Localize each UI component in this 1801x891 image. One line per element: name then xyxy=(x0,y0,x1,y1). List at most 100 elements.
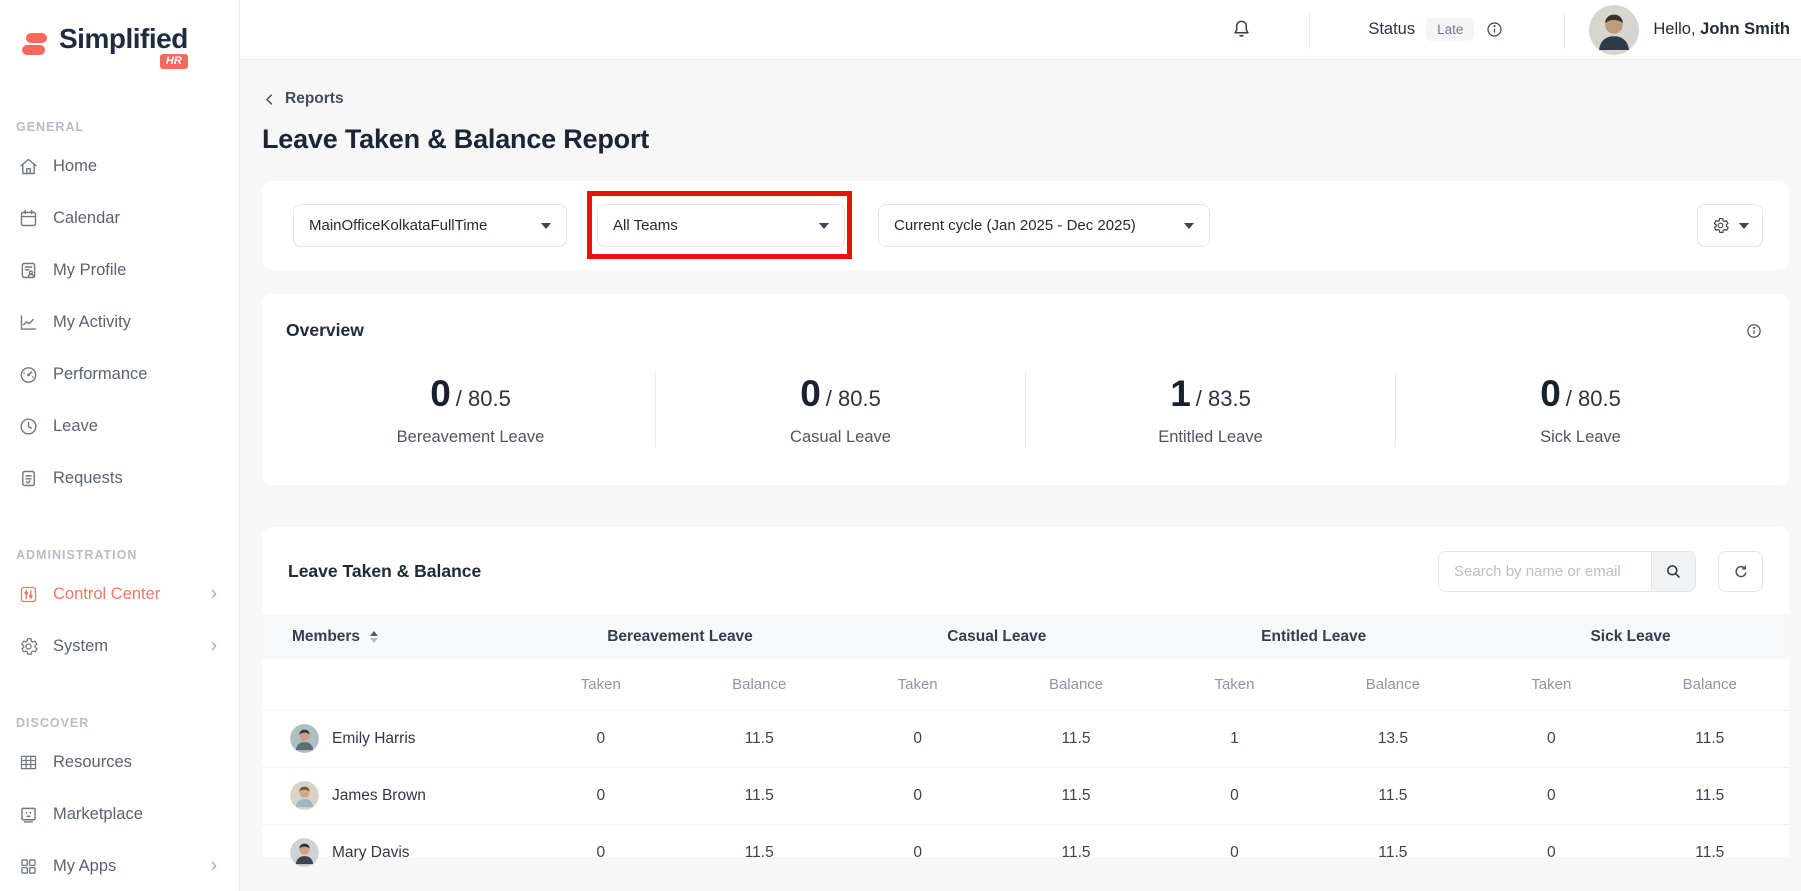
status-group: Status Late xyxy=(1368,18,1504,41)
leave-value-cell: 11.5 xyxy=(1378,843,1408,861)
status-info-icon[interactable] xyxy=(1485,20,1504,39)
sidebar-item-label: Performance xyxy=(53,364,148,383)
caret-down-icon xyxy=(541,222,551,229)
stat-taken: 0 xyxy=(430,373,451,414)
sidebar-item-marketplace[interactable]: Marketplace xyxy=(0,788,239,840)
search-input[interactable] xyxy=(1439,552,1651,591)
refresh-button[interactable] xyxy=(1718,551,1763,592)
clock-icon xyxy=(20,417,37,435)
sidebar-item-label: Calendar xyxy=(53,208,120,227)
breadcrumb-label[interactable]: Reports xyxy=(285,90,344,107)
search-button[interactable] xyxy=(1651,552,1695,591)
sidebar-section-label: GENERAL xyxy=(16,120,85,134)
member-avatar xyxy=(290,838,319,868)
brand-name: Simplified xyxy=(59,23,188,54)
department-filter-dropdown[interactable]: MainOfficeKolkataFullTime xyxy=(293,204,567,247)
sidebar-item-performance[interactable]: Performance xyxy=(0,348,239,400)
sidebar-section-label: ADMINISTRATION xyxy=(16,548,138,562)
team-filter-value: All Teams xyxy=(613,217,678,234)
filters-bar: MainOfficeKolkataFullTime All Teams Curr… xyxy=(262,181,1789,270)
table-row[interactable]: James Brown 0 11.5 0 11.5 0 11.5 0 11.5 xyxy=(262,767,1789,824)
sidebar-item-my-profile[interactable]: My Profile xyxy=(0,244,239,296)
cycle-filter-dropdown[interactable]: Current cycle (Jan 2025 - Dec 2025) xyxy=(878,204,1210,247)
brand-logo: Simplified HR xyxy=(0,24,239,76)
subheader-balance: Balance xyxy=(1048,675,1104,693)
overview-info-icon[interactable] xyxy=(1745,322,1763,340)
cycle-filter-value: Current cycle (Jan 2025 - Dec 2025) xyxy=(894,217,1136,234)
leave-value-cell: 11.5 xyxy=(744,786,774,804)
brand-hr-badge: HR xyxy=(159,54,188,69)
overview-stat-sick-leave: 0/ 80.5 Sick Leave xyxy=(1395,371,1765,447)
leave-value-cell: 1 xyxy=(1230,729,1239,747)
subheader-balance: Balance xyxy=(1682,675,1737,693)
breadcrumb[interactable]: Reports xyxy=(262,90,1789,108)
stat-total: / 80.5 xyxy=(455,386,511,411)
stat-label: Entitled Leave xyxy=(1158,428,1263,446)
sidebar-item-leave[interactable]: Leave xyxy=(0,400,239,452)
caret-down-icon xyxy=(1739,222,1749,229)
stat-taken: 0 xyxy=(1540,373,1561,414)
sidebar-item-system[interactable]: System xyxy=(0,620,239,672)
overview-stat-bereavement-leave: 0/ 80.5 Bereavement Leave xyxy=(286,371,655,447)
user-menu[interactable]: Hello, John Smith xyxy=(1589,4,1790,55)
sidebar-item-label: Requests xyxy=(53,468,123,487)
sidebar-item-control-center[interactable]: Control Center xyxy=(0,568,239,620)
status-label: Status xyxy=(1368,20,1416,38)
table-row[interactable]: Mary Davis 0 11.5 0 11.5 0 11.5 0 11.5 xyxy=(262,824,1789,881)
sidebar-item-requests[interactable]: Requests xyxy=(0,452,239,504)
notifications-bell-icon[interactable] xyxy=(1230,18,1253,41)
stat-label: Bereavement Leave xyxy=(396,428,545,446)
department-filter-value: MainOfficeKolkataFullTime xyxy=(309,217,488,234)
chevron-right-icon xyxy=(211,641,217,651)
gear-icon xyxy=(1713,217,1729,234)
sidebar-item-label: My Activity xyxy=(53,312,131,331)
leave-value-cell: 0 xyxy=(1547,729,1556,747)
sidebar-item-label: My Profile xyxy=(53,260,127,279)
content-area: Reports Leave Taken & Balance Report Mai… xyxy=(240,60,1801,891)
group-header-bereavement-leave: Bereavement Leave xyxy=(607,627,753,645)
subheader-taken: Taken xyxy=(1531,675,1572,693)
sidebar-item-my-apps[interactable]: My Apps xyxy=(0,840,239,891)
member-avatar xyxy=(290,781,319,810)
home-icon xyxy=(20,158,37,174)
subheader-taken: Taken xyxy=(897,675,938,693)
topbar-divider xyxy=(1564,10,1566,49)
grid-table-icon xyxy=(20,755,37,769)
leave-value-cell: 0 xyxy=(1230,786,1239,804)
topbar: Status Late Hello, John Smith xyxy=(240,0,1801,60)
sidebar-item-home[interactable]: Home xyxy=(0,140,239,192)
leave-value-cell: 11.5 xyxy=(1695,729,1725,747)
stat-total: / 80.5 xyxy=(1565,386,1621,411)
overview-stat-casual-leave: 0/ 80.5 Casual Leave xyxy=(655,371,1025,447)
sidebar-item-calendar[interactable]: Calendar xyxy=(0,192,239,244)
team-filter-dropdown[interactable]: All Teams xyxy=(597,204,845,247)
stat-label: Casual Leave xyxy=(790,428,891,446)
sidebar-item-resources[interactable]: Resources xyxy=(0,736,239,788)
leave-value-cell: 0 xyxy=(596,729,606,747)
overview-stat-entitled-leave: 1/ 83.5 Entitled Leave xyxy=(1025,371,1395,447)
chevron-right-icon xyxy=(211,589,217,599)
back-chevron-icon[interactable] xyxy=(262,92,277,107)
sort-members-icon[interactable] xyxy=(370,630,379,643)
sidebar-item-label: System xyxy=(53,636,109,655)
leave-value-cell: 11.5 xyxy=(1061,843,1091,861)
caret-down-icon xyxy=(1184,222,1194,229)
leave-value-cell: 11.5 xyxy=(744,843,774,861)
search-box xyxy=(1438,551,1696,592)
table-subheader-row: Taken Balance Taken Balance Taken Balance Take… xyxy=(262,659,1789,710)
subheader-taken: Taken xyxy=(1214,675,1255,693)
user-greeting: Hello, John Smith xyxy=(1653,20,1790,38)
leave-value-cell: 11.5 xyxy=(1695,786,1725,804)
calendar-icon xyxy=(20,209,37,226)
user-avatar[interactable] xyxy=(1589,4,1640,55)
leave-value-cell: 11.5 xyxy=(1061,786,1091,804)
report-settings-button[interactable] xyxy=(1697,204,1763,247)
table-row[interactable]: Emily Harris 0 11.5 0 11.5 1 13.5 0 11.5 xyxy=(262,710,1789,767)
group-header-sick-leave: Sick Leave xyxy=(1590,627,1671,645)
caret-down-icon xyxy=(819,222,829,229)
leave-value-cell: 0 xyxy=(913,729,922,747)
leave-value-cell: 11.5 xyxy=(1695,843,1725,861)
sidebar-item-label: Leave xyxy=(53,416,98,435)
sidebar-item-my-activity[interactable]: My Activity xyxy=(0,296,239,348)
profile-document-icon xyxy=(21,262,36,278)
